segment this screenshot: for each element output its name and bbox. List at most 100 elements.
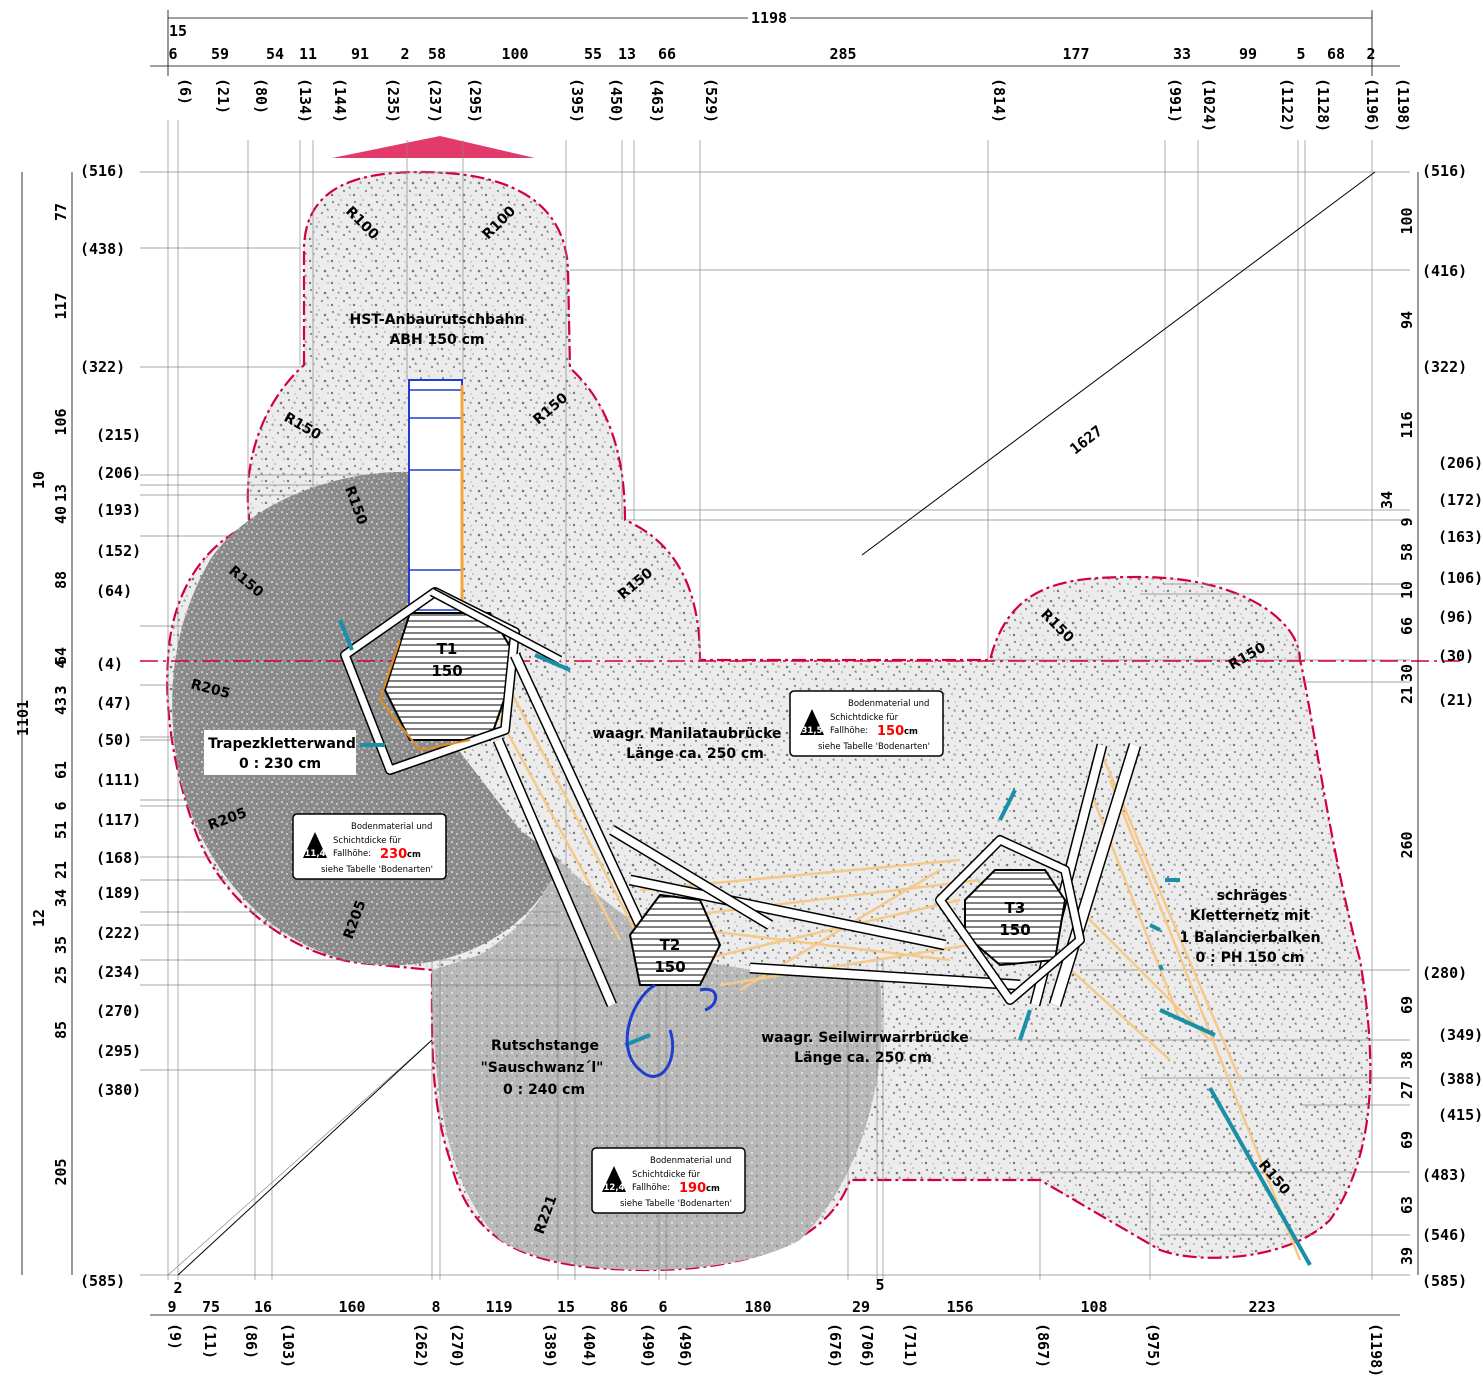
right-segment-dim: 260	[1398, 831, 1416, 858]
left-segment-dim: 12	[30, 909, 48, 927]
equipment	[338, 379, 1312, 1266]
top-segment-dim: 99	[1239, 45, 1257, 63]
slide-pole	[625, 983, 675, 1078]
floor-height-value: 230	[380, 847, 407, 862]
left-coord-dim: (270)	[96, 1002, 141, 1020]
seil-title: waagr. Seilwirrwarrbrücke	[761, 1030, 968, 1046]
bottom-coord-dim: (103)	[279, 1323, 297, 1368]
top-segment-dim: 58	[428, 45, 446, 63]
floor-icon-value: 31,5	[802, 726, 823, 736]
right-segment-dim: 69	[1398, 996, 1416, 1014]
slide-subtitle: ABH 150 cm	[389, 332, 484, 348]
top-coord-dim: (235)	[384, 78, 402, 123]
bottom-coord-dim: (706)	[858, 1323, 876, 1368]
tower-t1-name: T1	[437, 640, 458, 658]
bottom-segment-dim: 156	[946, 1298, 973, 1316]
right-segment-dim: 116	[1398, 411, 1416, 438]
floor-line-4: siehe Tabelle 'Bodenarten'	[818, 742, 930, 752]
right-coord-dim: (206)	[1438, 454, 1483, 472]
floor-line-2: Schichtdicke für	[830, 713, 899, 723]
left-segment-dim: 34	[52, 889, 70, 907]
right-segment-dim: 100	[1398, 207, 1416, 234]
right-coord-dim: (30)	[1438, 647, 1474, 665]
bottom-segment-dim: 29	[852, 1298, 870, 1316]
floor-line-2: Schichtdicke für	[333, 836, 402, 846]
top-coord-dim: (991)	[1166, 78, 1184, 123]
right-segment-dim: 27	[1398, 1081, 1416, 1099]
reference-lines	[140, 120, 1410, 1280]
top-coord-dim: (80)	[252, 78, 270, 114]
left-segment-dim: 21	[52, 861, 70, 879]
bottom-segment-dim: 86	[610, 1298, 628, 1316]
top-segment-dim: 177	[1062, 45, 1089, 63]
right-coord-dim: (21)	[1438, 691, 1474, 709]
bottom-coord-dim: (9)	[166, 1323, 184, 1350]
bottom-coord-dim: (1198)	[1367, 1323, 1385, 1377]
slide-pole-fall-zone	[432, 860, 882, 1270]
tower-t3-height: 150	[999, 921, 1030, 939]
right-coord-dim: (516)	[1422, 162, 1467, 180]
floor-line-1: Bodenmaterial und	[848, 699, 929, 709]
top-coord-dim: (814)	[990, 78, 1008, 123]
right-coord-dim: (416)	[1422, 262, 1467, 280]
bottom-coord-dim: (11)	[201, 1323, 219, 1359]
bottom-segment-dim: 5	[875, 1276, 884, 1294]
manila-title: waagr. Manilataubrücke	[592, 726, 781, 742]
top-segment-dim: 54	[266, 45, 284, 63]
top-coord-dim: (21)	[214, 78, 232, 114]
left-dimension-chain: 1101 77117106101340886443433616512134123…	[14, 162, 141, 1290]
left-coord-dim: (516)	[80, 162, 125, 180]
top-segment-dim: 59	[211, 45, 229, 63]
right-coord-dim: (415)	[1438, 1106, 1483, 1124]
bottom-coord-dim: (270)	[448, 1323, 466, 1368]
tower-t3-name: T3	[1005, 899, 1026, 917]
left-coord-dim: (168)	[96, 849, 141, 867]
right-segment-dim: 34	[1378, 491, 1396, 509]
top-coord-dim: (1196)	[1363, 78, 1381, 132]
right-segment-dim: 69	[1398, 1131, 1416, 1149]
equipment-labels: HST-Anbaurutschbahn ABH 150 cm Trapezkle…	[204, 312, 1321, 1098]
rutsch-title: Rutschstange	[491, 1038, 599, 1054]
right-coord-dim: (322)	[1422, 358, 1467, 376]
left-segment-dim: 3	[52, 685, 70, 694]
left-coord-dim: (193)	[96, 501, 141, 519]
top-dimension-chain: 1198 15 6 59 54 11 91 2 58 100 55 13 66 285 177 33 99 5 6…	[150, 8, 1412, 132]
top-coord-dim: (237)	[426, 78, 444, 123]
top-segment-dim: 68	[1327, 45, 1345, 63]
bottom-segment-dim: 160	[338, 1298, 365, 1316]
right-coord-dim: (483)	[1422, 1166, 1467, 1184]
floor-line-4: siehe Tabelle 'Bodenarten'	[620, 1199, 732, 1209]
bottom-coord-dim: (389)	[541, 1323, 559, 1368]
netz-line-4: 0 : PH 150 cm	[1196, 950, 1305, 966]
slide-title: HST-Anbaurutschbahn	[350, 312, 525, 328]
floor-line-1: Bodenmaterial und	[351, 822, 432, 832]
bottom-segment-dim: 119	[485, 1298, 512, 1316]
right-coord-dim: (349)	[1438, 1026, 1483, 1044]
left-segment-dim: 43	[52, 697, 70, 715]
right-segment-dim: 94	[1398, 311, 1416, 329]
top-segment-dim: 2	[1366, 45, 1375, 63]
top-segment-dim: 91	[351, 45, 369, 63]
floor-line-4: siehe Tabelle 'Bodenarten'	[321, 865, 433, 875]
left-coord-dim: (4)	[96, 655, 123, 673]
top-coord-dim: (295)	[466, 78, 484, 123]
bottom-segment-dim: 180	[744, 1298, 771, 1316]
right-segment-dim: 58	[1398, 543, 1416, 561]
left-segment-dim: 10	[30, 471, 48, 489]
left-coord-dim: (47)	[96, 694, 132, 712]
left-coord-dim: (189)	[96, 884, 141, 902]
floor-height-value: 150	[877, 724, 904, 739]
bottom-coord-dim: (711)	[901, 1323, 919, 1368]
left-coord-dim: (222)	[96, 924, 141, 942]
left-segment-dim: 25	[52, 966, 70, 984]
floor-box-1: 11,4 Bodenmaterial und Schichtdicke für …	[292, 813, 447, 880]
right-coord-dim: (585)	[1422, 1272, 1467, 1290]
bottom-coord-dim: (404)	[580, 1323, 598, 1368]
top-segment-dim: 6	[168, 45, 177, 63]
bottom-segment-dim: 2	[173, 1279, 182, 1297]
floor-height-unit: cm	[706, 1184, 720, 1194]
top-coord-dim: (395)	[568, 78, 586, 123]
netz-line-1: schräges	[1217, 888, 1288, 904]
left-coord-dim: (215)	[96, 426, 141, 444]
right-coord-dim: (280)	[1422, 964, 1467, 982]
